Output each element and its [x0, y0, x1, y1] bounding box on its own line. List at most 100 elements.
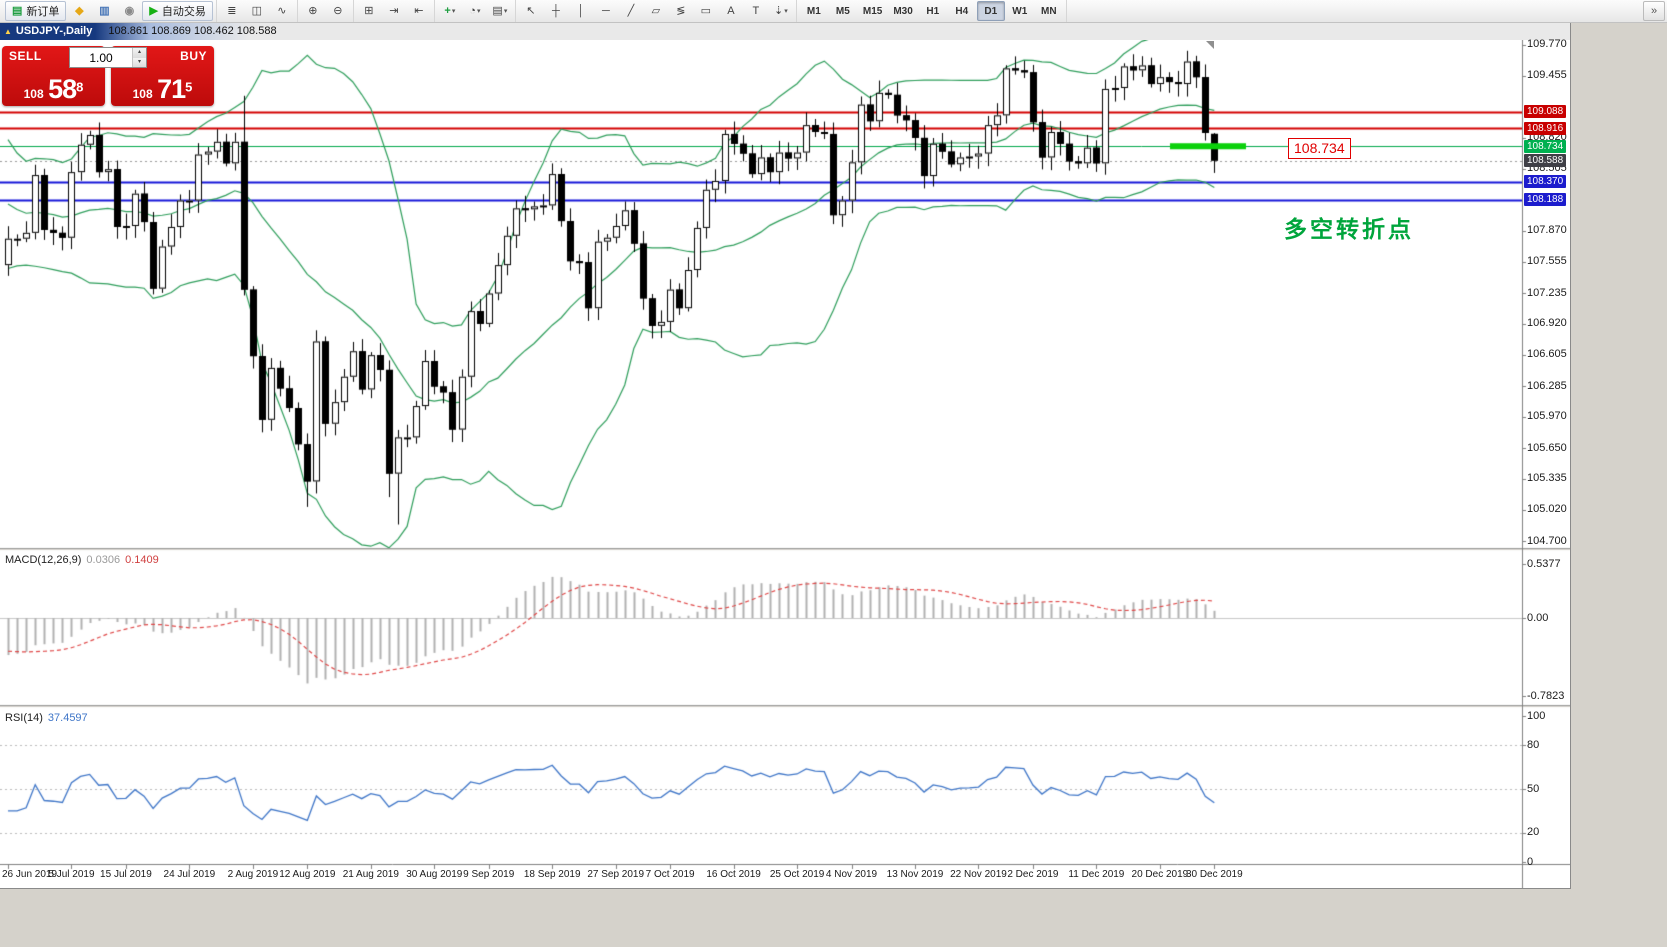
zoom-in-icon-glyph: ⊕ — [308, 4, 318, 17]
autotrading-button-icon: ▶ — [149, 4, 158, 17]
macd-name: MACD(12,26,9) — [5, 554, 82, 566]
price-level-annotation[interactable]: 108.734 — [1288, 138, 1351, 159]
volume-down-icon[interactable]: ▾ — [133, 57, 146, 67]
channel-icon-glyph: ▱ — [651, 4, 661, 17]
bar-chart-icon[interactable]: ≣ — [220, 1, 244, 21]
templates-icon[interactable]: ▤ ▾ — [488, 1, 512, 21]
indicators-icon[interactable]: + ▾ — [438, 1, 462, 21]
new-order-button[interactable]: ▤ 新订单 — [5, 1, 67, 21]
rsi-tick-label: 80 — [1527, 738, 1540, 751]
chart-canvas[interactable] — [0, 40, 1570, 888]
arrows-icon[interactable]: ⇣ ▾ — [769, 1, 793, 21]
toolbar-group-chart-type: ≣ ◫ ∿ — [217, 0, 298, 22]
text-label-icon[interactable]: T — [744, 1, 768, 21]
vertical-line-icon-glyph: │ — [577, 4, 585, 17]
charts-grid-icon-glyph: ◆ — [75, 4, 84, 17]
line-chart-icon[interactable]: ∿ — [270, 1, 294, 21]
chart-note-text[interactable]: 多空转折点 — [1284, 216, 1414, 242]
buy-price-prefix: 108 — [132, 87, 153, 101]
buy-price-big: 71 — [157, 74, 186, 104]
tile-windows-icon[interactable]: ⊞ — [357, 1, 381, 21]
date-axis-label: 27 Sep 2019 — [587, 869, 645, 880]
chart-ohlc-values: 108.861 108.869 108.462 108.588 — [108, 25, 277, 37]
periods-icon[interactable]: ◔ ▾ — [463, 1, 487, 21]
text-icon-glyph: A — [727, 4, 735, 17]
rsi-tick-label: 20 — [1527, 826, 1540, 839]
buy-label: BUY — [180, 49, 207, 63]
rsi-indicator-label: RSI(14) 37.4597 — [5, 712, 88, 724]
timeframe-m15-button[interactable]: M15 — [862, 5, 883, 17]
dropdown-arrow-icon: ▾ — [476, 8, 481, 15]
refresh-icon[interactable]: ◉ — [117, 1, 141, 21]
timeframe-m30-button[interactable]: M30 — [893, 5, 913, 17]
sell-label: SELL — [9, 49, 42, 63]
price-level-badge: 108.734 — [1524, 139, 1567, 153]
sell-button[interactable]: SELL 108 588 — [2, 46, 105, 106]
date-axis-label: 26 Jun 2019 — [2, 869, 58, 880]
channel-icon[interactable]: ▱ — [644, 1, 668, 21]
trendline-icon-glyph: ╱ — [627, 4, 635, 17]
chart-shift-marker[interactable] — [1206, 41, 1214, 49]
timeframe-m5-button[interactable]: M5 — [835, 5, 850, 17]
volume-up-icon[interactable]: ▴ — [133, 48, 146, 58]
toolbar-groups: ▤ 新订单 ◆ ▥ ◉ ▶ 自动交易 ≣ ◫ ∿ ⊕ ⊖ ⊞ ⇥ ⇤ + ▾ ◔ ▾ ▤ ▾ ↖ ┼ │ ─ ╱ ▱ ≶ ▭ A T ⇣ ▾ M1… — [2, 0, 1067, 22]
date-axis-label: 15 Jul 2019 — [100, 869, 152, 880]
crosshair-icon[interactable]: ┼ — [544, 1, 568, 21]
date-axis-label: 16 Oct 2019 — [706, 869, 761, 880]
charts-grid-icon[interactable]: ◆ — [67, 1, 91, 21]
toolbar-group-insert: + ▾ ◔ ▾ ▤ ▾ — [435, 0, 516, 22]
price-tick-label: 105.970 — [1527, 410, 1567, 423]
horizontal-line-icon[interactable]: ─ — [594, 1, 618, 21]
timeframe-h1-button[interactable]: H1 — [926, 5, 940, 17]
volume-box: ▴ ▾ — [69, 47, 147, 68]
candlestick-chart-icon[interactable]: ◫ — [245, 1, 269, 21]
autotrading-button[interactable]: ▶ 自动交易 — [142, 1, 213, 21]
timeframe-h4-button[interactable]: H4 — [955, 5, 969, 17]
fibonacci-icon-glyph: ≶ — [676, 4, 686, 17]
date-axis-label: 9 Sep 2019 — [463, 869, 515, 880]
timeframe-d1-button[interactable]: D1 — [976, 1, 1005, 21]
market-watch-icon-glyph: ▥ — [99, 4, 110, 17]
chart-shift-icon-glyph: ⇤ — [414, 4, 424, 17]
trendline-icon[interactable]: ╱ — [619, 1, 643, 21]
price-level-badge: 108.188 — [1524, 193, 1567, 207]
price-axis[interactable]: 109.770 109.455 108.820 108.505 107.870 107.5… — [1523, 38, 1569, 888]
shapes-icon-glyph: ▭ — [700, 4, 712, 17]
chart-shift-icon[interactable]: ⇤ — [407, 1, 431, 21]
fibonacci-icon[interactable]: ≶ — [669, 1, 693, 21]
zoom-in-icon[interactable]: ⊕ — [301, 1, 325, 21]
toolbar-overflow-button[interactable]: » — [1643, 1, 1665, 21]
timeframe-w1-button[interactable]: W1 — [1012, 5, 1028, 17]
dropdown-arrow-icon: ▾ — [451, 8, 456, 15]
autotrading-button-label: 自动交易 — [161, 6, 206, 18]
date-axis-label: 5 Jul 2019 — [48, 869, 95, 880]
date-axis-label: 7 Oct 2019 — [645, 869, 695, 880]
vertical-line-icon[interactable]: │ — [569, 1, 593, 21]
volume-input[interactable] — [70, 48, 132, 67]
price-tick-label: 106.285 — [1527, 379, 1567, 392]
date-axis-label: 30 Aug 2019 — [406, 869, 463, 880]
candlestick-chart-icon-glyph: ◫ — [251, 4, 263, 17]
timeframe-mn-button[interactable]: MN — [1041, 5, 1057, 17]
arrows-icon-glyph: ⇣ — [774, 4, 784, 17]
auto-scroll-icon[interactable]: ⇥ — [382, 1, 406, 21]
rsi-tick-label: 0 — [1527, 855, 1534, 868]
shapes-icon[interactable]: ▭ — [694, 1, 718, 21]
zoom-out-icon[interactable]: ⊖ — [326, 1, 350, 21]
date-axis-label: 18 Sep 2019 — [523, 869, 581, 880]
market-watch-icon[interactable]: ▥ — [92, 1, 116, 21]
text-icon[interactable]: A — [719, 1, 743, 21]
chart-title-bar[interactable]: ▲ USDJPY-,Daily 108.861 108.869 108.462 … — [0, 22, 1570, 40]
date-axis-label: 21 Aug 2019 — [342, 869, 399, 880]
date-axis-label: 4 Nov 2019 — [825, 869, 878, 880]
indicators-icon-glyph: + — [444, 4, 451, 17]
new-order-button-label: 新订单 — [26, 6, 60, 18]
price-level-badge: 108.370 — [1524, 175, 1567, 189]
date-axis[interactable]: 26 Jun 2019 5 Jul 2019 15 Jul 2019 24 Jul 2… — [0, 868, 1570, 886]
one-click-trading-panel: SELL 108 588 BUY 108 715 ▴ ▾ — [2, 46, 214, 106]
price-tick-label: 107.235 — [1527, 286, 1567, 299]
date-axis-label: 11 Dec 2019 — [1068, 869, 1125, 880]
timeframe-m1-button[interactable]: M1 — [806, 5, 821, 17]
templates-icon-glyph: ▤ — [492, 4, 503, 17]
cursor-icon[interactable]: ↖ — [519, 1, 543, 21]
